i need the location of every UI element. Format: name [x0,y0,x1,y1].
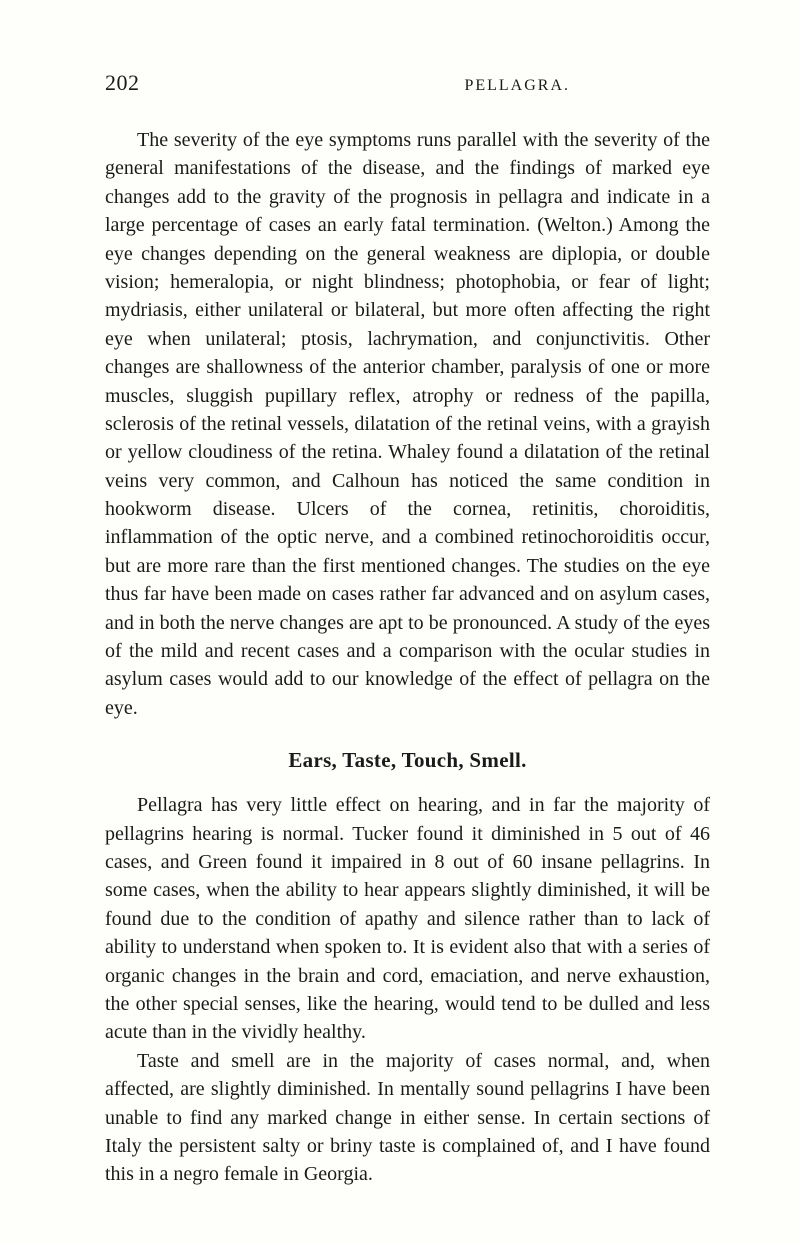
page: 202 PELLAGRA. The severity of the eye sy… [0,0,800,1242]
body-text-block-1: The severity of the eye symptoms runs pa… [105,126,710,722]
paragraph-3: Taste and smell are in the majority of c… [105,1047,710,1189]
paragraph-2: Pellagra has very little effect on heari… [105,791,710,1047]
section-heading: Ears, Taste, Touch, Smell. [105,748,710,773]
body-text-block-2: Pellagra has very little effect on heari… [105,791,710,1188]
page-header: 202 PELLAGRA. [105,70,710,96]
running-head: PELLAGRA. [464,77,570,95]
paragraph-1: The severity of the eye symptoms runs pa… [105,126,710,722]
page-number: 202 [105,70,140,96]
